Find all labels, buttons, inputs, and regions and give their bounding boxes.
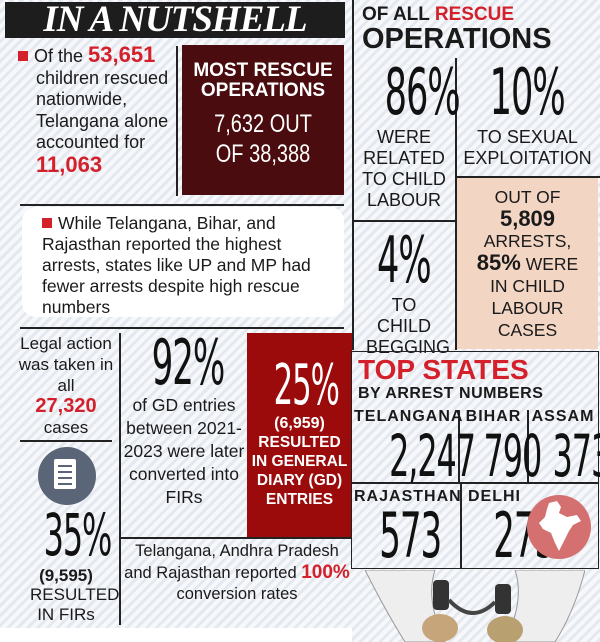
state-name: TELANGANA	[354, 408, 464, 425]
gd-converted-pct: 92%	[151, 326, 226, 399]
top-states-heading: TOP STATES BY ARREST NUMBERS	[358, 356, 543, 404]
state-assam: ASSAM 373	[529, 408, 600, 490]
rescued-text: children rescued nationwide, Telangana a…	[36, 67, 169, 153]
rescued-prefix: Of the	[34, 46, 84, 66]
firs-stat: 35% (9,595) RESULTED IN FIRs	[16, 501, 120, 625]
arrests-box: OUT OF 5,809 ARRESTS, 85% WERE IN CHILD …	[457, 178, 598, 349]
state-value: 373	[552, 422, 600, 490]
telangana-rescued: 11,063	[36, 151, 103, 177]
gd-converted-text: of GD entries between 2021-2023 were lat…	[123, 395, 245, 507]
handcuffs-illustration	[365, 570, 585, 642]
arrests-post: IN CHILD LABOUR CASES	[490, 276, 565, 340]
arrests-note-text: While Telangana, Bihar, and Rajasthan re…	[42, 213, 311, 317]
most-rescue-value: 7,632 OUT OF 38,388	[214, 110, 312, 168]
most-rescue-heading: MOST RESCUE OPERATIONS	[193, 60, 333, 101]
top-states-subtitle: BY ARREST NUMBERS	[358, 385, 544, 402]
begging-pct: 4%	[377, 224, 432, 298]
bullet-icon	[42, 218, 52, 228]
gd-converted-stat: 92% of GD entries between 2021-2023 were…	[122, 326, 246, 509]
operations-heading: OF ALL RESCUE OPERATIONS	[362, 4, 552, 55]
sexual-pct: 10%	[490, 56, 566, 130]
labour-text: WERE RELATED TO CHILD LABOUR	[362, 127, 446, 210]
labour-stat: 86% WERE RELATED TO CHILD LABOUR	[354, 58, 461, 211]
state-name: RAJASTHAN	[354, 488, 462, 505]
state-rajasthan: RAJASTHAN 573	[354, 488, 462, 572]
begging-text: TO CHILD BEGGING	[366, 295, 451, 357]
rescued-stat: Of the 53,651 children rescued nationwid…	[18, 44, 178, 177]
legal-text: Legal action was taken in all	[18, 334, 114, 395]
bullet-icon	[18, 51, 28, 61]
rescued-total: 53,651	[88, 42, 156, 67]
state-value: 790	[483, 422, 543, 490]
sexual-text: TO SEXUAL EXPLOITATION	[463, 127, 592, 168]
heading-operations: OPERATIONS	[362, 23, 552, 55]
legal-action: Legal action was taken in all 27,320 cas…	[18, 333, 114, 438]
conversion-text2: conversion rates	[176, 585, 298, 603]
state-value: 573	[379, 499, 442, 572]
state-name: BIHAR	[465, 408, 522, 425]
checklist-icon	[38, 447, 96, 505]
page-title: IN A NUTSHELL	[5, 1, 345, 38]
sexual-stat: 10% TO SEXUAL EXPLOITATION	[457, 58, 598, 169]
gd-box: 25% (6,959) RESULTED IN GENERAL DIARY (G…	[247, 333, 352, 537]
firs-pct: 35%	[43, 501, 113, 569]
state-name: DELHI	[468, 488, 521, 505]
arrests-mid: ARRESTS,	[483, 231, 572, 251]
heading-of-all: OF ALL	[362, 4, 430, 25]
most-rescue-box: MOST RESCUE OPERATIONS 7,632 OUT OF 38,3…	[182, 45, 344, 195]
legal-value: 27,320	[35, 395, 97, 417]
state-value: 2,247	[389, 422, 476, 490]
conversion-text: Telangana, Andhra Pradesh and Rajasthan …	[124, 542, 339, 582]
arrests-were: WERE	[525, 254, 579, 274]
gd-pct: 25%	[273, 353, 340, 418]
state-name: ASSAM	[531, 408, 595, 425]
arrests-pct: 85%	[476, 250, 521, 275]
legal-cases: cases	[43, 418, 89, 437]
top-states-panel	[351, 351, 599, 569]
arrests-note: While Telangana, Bihar, and Rajasthan re…	[42, 213, 342, 318]
state-delhi: DELHI 273	[468, 488, 556, 567]
firs-count: (9,595)	[39, 566, 93, 585]
state-telangana: TELANGANA 2,247	[354, 408, 476, 487]
begging-stat: 4% TO CHILD BEGGING	[354, 226, 454, 358]
gd-count: (6,959)	[274, 415, 325, 432]
arrests-pre: OUT OF	[494, 187, 561, 207]
firs-text: RESULTED IN FIRs	[30, 585, 120, 624]
top-states-title: TOP STATES	[358, 354, 529, 385]
state-bihar: BIHAR 790	[460, 408, 543, 487]
india-map-icon	[527, 495, 591, 559]
gd-text: RESULTED IN GENERAL DIARY (GD) ENTRIES	[251, 434, 348, 508]
labour-pct: 86%	[384, 56, 461, 130]
arrests-total: 5,809	[499, 206, 556, 231]
heading-rescue: RESCUE	[434, 4, 515, 25]
conversion-stat: Telangana, Andhra Pradesh and Rajasthan …	[124, 541, 350, 605]
conversion-value: 100%	[301, 562, 350, 583]
